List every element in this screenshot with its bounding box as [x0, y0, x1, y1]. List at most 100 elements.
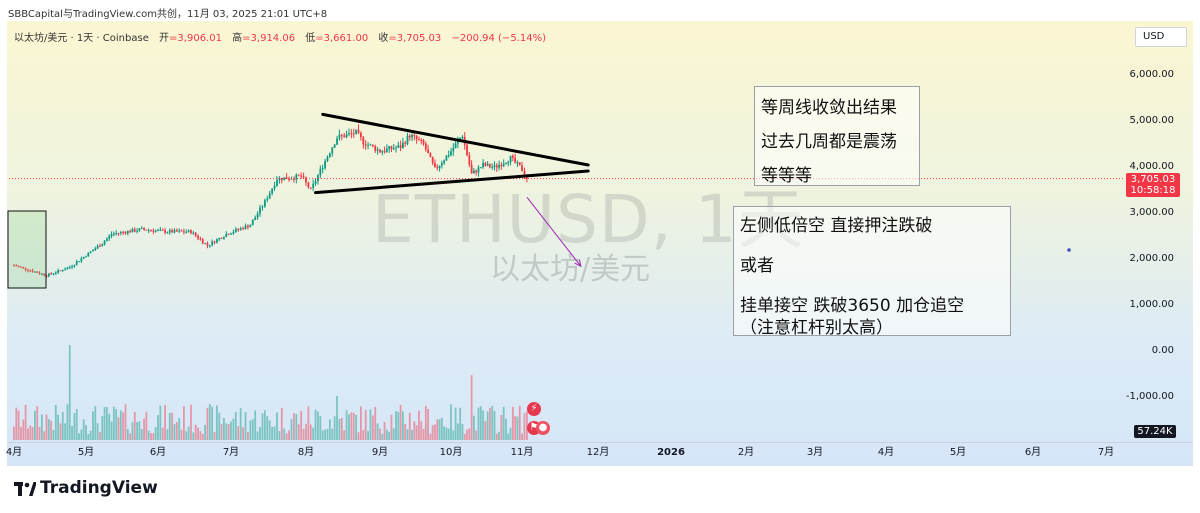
x-tick-label: 6月 — [1025, 446, 1041, 458]
candle-body — [468, 155, 471, 165]
volume-bar — [87, 433, 90, 440]
volume-bar — [364, 409, 367, 440]
candle-body — [82, 256, 85, 259]
tradingview-brand[interactable]: TradingView — [40, 478, 158, 498]
candle-body — [171, 230, 174, 233]
note1-line2: 过去几周都是震荡 — [761, 132, 897, 152]
candles — [13, 124, 528, 278]
volume-bar — [271, 426, 274, 440]
volume-bar — [110, 421, 113, 440]
candle-body — [108, 235, 111, 239]
volume-bar — [94, 406, 97, 440]
volume-bar — [213, 432, 216, 440]
volume-bar — [140, 429, 143, 440]
volume-bar — [305, 423, 307, 440]
candle-body — [103, 241, 106, 245]
volume-bar — [129, 433, 132, 440]
volume-bar — [227, 424, 230, 440]
candle-body — [509, 155, 512, 163]
volume-bar — [68, 344, 71, 440]
volume-bar — [185, 431, 188, 440]
note1-line3: 等等等 — [761, 166, 812, 186]
volume-bar — [502, 406, 505, 440]
volume-bar — [479, 406, 482, 440]
volume-bar — [237, 426, 240, 440]
candle-body — [505, 163, 507, 165]
volume-bar — [178, 418, 181, 440]
candle-body — [244, 225, 247, 230]
y-tick-label: 6,000.00 — [1129, 69, 1174, 80]
arrow-head — [574, 259, 582, 268]
volume-bar — [319, 416, 322, 440]
candle-body — [168, 230, 171, 233]
volume-bar — [333, 416, 336, 440]
y-tick-label: 1,000.00 — [1129, 299, 1174, 310]
candle-body — [230, 233, 232, 235]
volume-bar — [103, 406, 106, 440]
candle-body — [201, 239, 204, 244]
candle-body — [34, 271, 36, 273]
lightning-icon[interactable]: ⚡ — [527, 402, 541, 416]
legend-symbol[interactable]: 以太坊/美元 · 1天 · Coinbase — [14, 33, 149, 44]
candle-body — [268, 193, 271, 199]
candle-body — [115, 233, 118, 235]
y-tick-label: 0.00 — [1152, 345, 1174, 356]
volume-bar — [183, 406, 185, 440]
candle-body — [324, 160, 326, 169]
legend-open-label: 开 — [159, 33, 170, 44]
candle-body — [256, 213, 259, 218]
candle-body — [147, 230, 150, 232]
candle-body — [348, 133, 350, 135]
candle-body — [493, 165, 496, 167]
candle-body — [112, 233, 115, 235]
candle-body — [397, 145, 400, 148]
volume-bar — [242, 427, 244, 440]
x-tick-label: 7月 — [1098, 446, 1114, 458]
candle-body — [305, 177, 307, 183]
x-tick-label: 5月 — [950, 446, 966, 458]
event-icon[interactable]: ● — [536, 421, 550, 435]
candle-body — [406, 135, 409, 144]
volume-bar — [427, 409, 429, 440]
range-highlight-box — [7, 210, 47, 289]
x-tick-label: 5月 — [78, 446, 94, 458]
candle-body — [124, 232, 127, 234]
note-box-weekly[interactable]: 等周线收敛出结果 过去几周都是震荡 等等等 — [754, 86, 920, 186]
volume-bar — [150, 433, 152, 440]
volume-bar — [484, 421, 487, 440]
last-price: 3,705.03 — [1130, 174, 1176, 185]
candle-body — [254, 217, 257, 221]
y-tick-label: -1,000.00 — [1126, 391, 1174, 402]
candle-body — [422, 140, 425, 144]
candle-body — [436, 167, 439, 169]
candle-body — [242, 228, 244, 230]
legend-high: =3,914.06 — [242, 33, 296, 44]
volume-bar — [204, 424, 206, 440]
currency-selector[interactable]: USD — [1135, 27, 1187, 47]
candle-body — [438, 165, 441, 169]
candle-body — [15, 265, 18, 267]
candle-body — [180, 230, 183, 232]
candle-body — [280, 177, 283, 181]
y-tick-label: 5,000.00 — [1129, 115, 1174, 126]
note-box-strategy[interactable]: 左侧低倍空 直接押注跌破 或者 挂单接空 跌破3650 加仓追空 （注意杠杆别太… — [733, 206, 1011, 338]
volume-bar — [338, 418, 341, 440]
volume-bar — [300, 410, 303, 440]
candle-body — [117, 233, 120, 235]
candle-body — [345, 134, 348, 138]
legend-close-label: 收 — [378, 33, 389, 44]
volume-bar — [314, 409, 317, 440]
volume-bar — [290, 419, 293, 440]
volume-bar — [486, 411, 489, 440]
candle-body — [364, 144, 367, 146]
volume-bar — [251, 419, 254, 440]
candle-body — [454, 143, 457, 149]
volume-bar — [17, 410, 20, 440]
candle-body — [68, 267, 71, 269]
candle-body — [27, 269, 29, 271]
volume-bar — [436, 419, 439, 440]
candle-body — [133, 229, 136, 232]
volume-bar — [521, 433, 523, 440]
candle-body — [466, 144, 468, 156]
